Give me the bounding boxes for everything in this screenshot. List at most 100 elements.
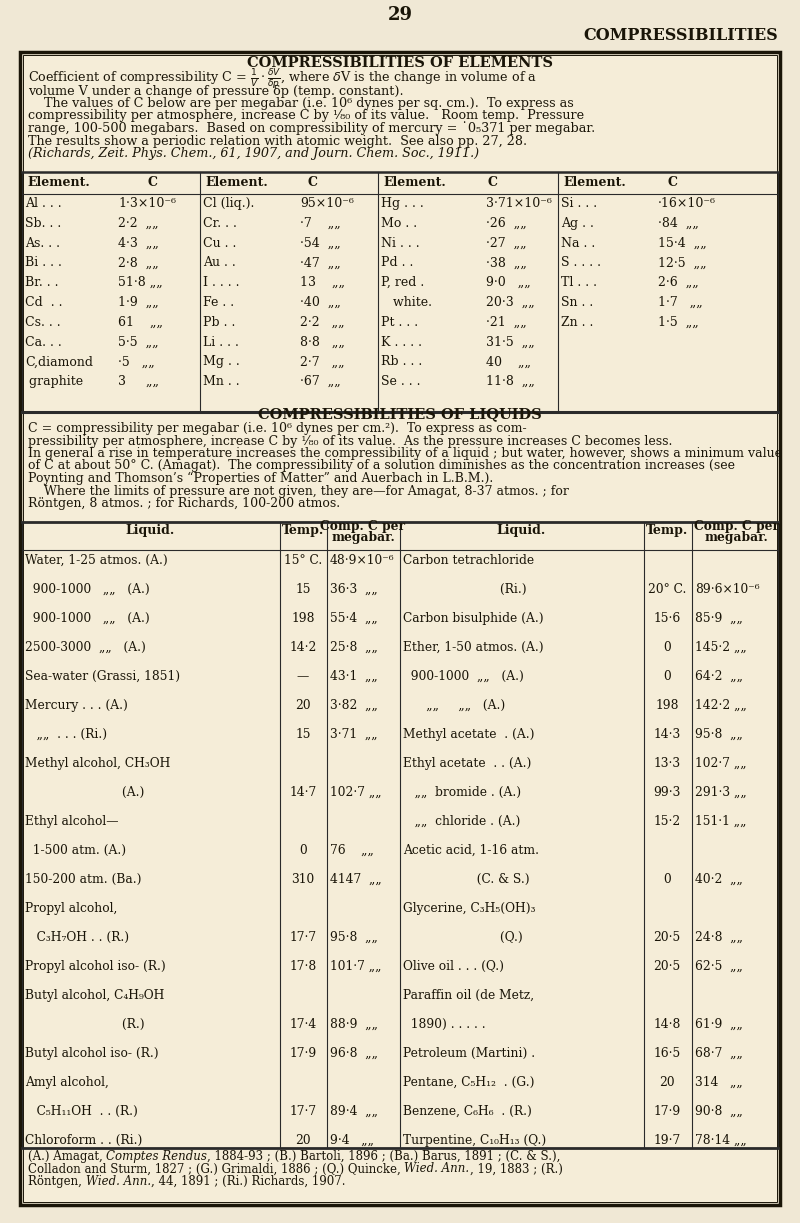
Text: Ethyl acetate  . . (A.): Ethyl acetate . . (A.) (403, 757, 531, 770)
Text: COMPRESSIBILITIES OF ELEMENTS: COMPRESSIBILITIES OF ELEMENTS (247, 56, 553, 70)
Text: ·5   „„: ·5 „„ (118, 356, 154, 368)
Text: The results show a periodic relation with atomic weight.  See also pp. 27, 28.: The results show a periodic relation wit… (28, 135, 527, 148)
Text: 1-500 atm. (A.): 1-500 atm. (A.) (25, 844, 126, 857)
Text: 0: 0 (663, 873, 671, 885)
Text: Hg . . .: Hg . . . (381, 197, 424, 210)
Text: Mo . .: Mo . . (381, 216, 417, 230)
Text: C: C (488, 176, 498, 190)
Text: Propyl alcohol iso- (R.): Propyl alcohol iso- (R.) (25, 960, 166, 974)
Text: 2·8  „„: 2·8 „„ (118, 257, 158, 269)
Text: In general a rise in temperature increases the compressibility of a liquid ; but: In general a rise in temperature increas… (28, 446, 782, 460)
Text: (Richards, Zeit. Phys. Chem., 61, 1907, and Journ. Chem. Soc., 1911.): (Richards, Zeit. Phys. Chem., 61, 1907, … (28, 147, 479, 160)
Text: 9·4   „„: 9·4 „„ (330, 1134, 374, 1147)
Text: Pd . .: Pd . . (381, 257, 414, 269)
Text: Cs. . .: Cs. . . (25, 316, 61, 329)
Text: 2·2  „„: 2·2 „„ (118, 216, 158, 230)
Text: Liquid.: Liquid. (496, 523, 546, 537)
Text: 291·3 „„: 291·3 „„ (695, 786, 746, 799)
Text: 2·2   „„: 2·2 „„ (300, 316, 345, 329)
Text: 5·5  „„: 5·5 „„ (118, 335, 158, 349)
Text: Ca. . .: Ca. . . (25, 335, 62, 349)
Text: 20: 20 (295, 700, 311, 712)
Text: C: C (147, 176, 157, 190)
Text: 4·3  „„: 4·3 „„ (118, 236, 159, 249)
Text: „„  chloride . (A.): „„ chloride . (A.) (403, 815, 520, 828)
Text: Br. . .: Br. . . (25, 276, 58, 289)
Text: 64·2  „„: 64·2 „„ (695, 670, 743, 682)
Text: 14·7: 14·7 (290, 786, 317, 799)
Text: 20: 20 (295, 1134, 311, 1147)
Text: 17·7: 17·7 (290, 1106, 317, 1118)
Text: Cl (liq.).: Cl (liq.). (203, 197, 254, 210)
Text: 95·8  „„: 95·8 „„ (695, 728, 743, 741)
Text: 1·9  „„: 1·9 „„ (118, 296, 158, 309)
Text: 0: 0 (663, 670, 671, 682)
Text: 3·82  „„: 3·82 „„ (330, 700, 378, 712)
Text: Wied. Ann.: Wied. Ann. (86, 1175, 150, 1188)
Text: 29: 29 (387, 6, 413, 24)
Text: Ag . .: Ag . . (561, 216, 594, 230)
Text: 61·9  „„: 61·9 „„ (695, 1018, 743, 1031)
Text: Element.: Element. (383, 176, 446, 190)
Text: Bi . . .: Bi . . . (25, 257, 62, 269)
Text: Ether, 1-50 atmos. (A.): Ether, 1-50 atmos. (A.) (403, 641, 544, 654)
Text: 2500-3000  „„   (A.): 2500-3000 „„ (A.) (25, 641, 146, 654)
Text: , 1884-93 ; (B.) Bartoli, 1896 ; (Ba.) Barus, 1891 ; (C. & S.),: , 1884-93 ; (B.) Bartoli, 1896 ; (Ba.) B… (207, 1150, 561, 1163)
Text: 68·7  „„: 68·7 „„ (695, 1047, 743, 1060)
Text: 8·8   „„: 8·8 „„ (300, 335, 345, 349)
Text: (R.): (R.) (25, 1018, 145, 1031)
Text: COMPRESSIBILITIES OF LIQUIDS: COMPRESSIBILITIES OF LIQUIDS (258, 407, 542, 421)
Text: ·16×10⁻⁶: ·16×10⁻⁶ (658, 197, 716, 210)
Text: COMPRESSIBILITIES: COMPRESSIBILITIES (583, 27, 778, 44)
Text: 15: 15 (295, 728, 310, 741)
Text: 101·7 „„: 101·7 „„ (330, 960, 382, 974)
Text: ·27  „„: ·27 „„ (486, 236, 526, 249)
Text: Temp.: Temp. (646, 523, 688, 537)
Text: Mn . .: Mn . . (203, 375, 240, 388)
Text: 62·5  „„: 62·5 „„ (695, 960, 743, 974)
Text: 40·2  „„: 40·2 „„ (695, 873, 743, 885)
Text: 19·7: 19·7 (654, 1134, 681, 1147)
Text: ·67  „„: ·67 „„ (300, 375, 341, 388)
Text: 0: 0 (299, 844, 307, 857)
Text: (C. & S.): (C. & S.) (403, 873, 530, 885)
Text: 198: 198 (291, 612, 314, 625)
Text: Carbon bisulphide (A.): Carbon bisulphide (A.) (403, 612, 544, 625)
Text: Temp.: Temp. (282, 523, 324, 537)
Text: 17·9: 17·9 (654, 1106, 681, 1118)
Text: Comp. C per: Comp. C per (321, 520, 406, 533)
Text: 198: 198 (655, 700, 678, 712)
Text: 89·4  „„: 89·4 „„ (330, 1106, 378, 1118)
Text: Turpentine, C₁₀H₁₃ (Q.): Turpentine, C₁₀H₁₃ (Q.) (403, 1134, 546, 1147)
Text: Se . . .: Se . . . (381, 375, 421, 388)
Text: Ni . . .: Ni . . . (381, 236, 420, 249)
Text: Tl . . .: Tl . . . (561, 276, 597, 289)
Text: Au . .: Au . . (203, 257, 236, 269)
Text: Fe . .: Fe . . (203, 296, 234, 309)
Text: white.: white. (381, 296, 432, 309)
Text: C = compressibility per megabar (i.e. 10⁶ dynes per cm.²).  To express as com-: C = compressibility per megabar (i.e. 10… (28, 422, 526, 435)
Text: 99·3: 99·3 (654, 786, 681, 799)
Text: „„  . . . (Ri.): „„ . . . (Ri.) (25, 728, 107, 741)
Text: „„  bromide . (A.): „„ bromide . (A.) (403, 786, 521, 799)
Text: —: — (297, 670, 309, 682)
Text: (Ri.): (Ri.) (403, 583, 526, 596)
Text: Na . .: Na . . (561, 236, 595, 249)
Text: C: C (668, 176, 678, 190)
Text: 2·7   „„: 2·7 „„ (300, 356, 345, 368)
Text: range, 100-500 megabars.  Based on compressibility of mercury = ˙0₅371 per megab: range, 100-500 megabars. Based on compre… (28, 121, 595, 135)
Text: Where the limits of pressure are not given, they are—for Amagat, 8-37 atmos. ; f: Where the limits of pressure are not giv… (28, 484, 569, 498)
Text: Liquid.: Liquid. (126, 523, 174, 537)
Text: 95·8  „„: 95·8 „„ (330, 931, 378, 944)
Text: 14·2: 14·2 (290, 641, 317, 654)
Text: Methyl acetate  . (A.): Methyl acetate . (A.) (403, 728, 534, 741)
Text: , 44, 1891 ; (Ri.) Richards, 1907.: , 44, 1891 ; (Ri.) Richards, 1907. (150, 1175, 346, 1188)
Text: 25·8  „„: 25·8 „„ (330, 641, 378, 654)
Text: Element.: Element. (563, 176, 626, 190)
Text: Rb . . .: Rb . . . (381, 356, 422, 368)
Text: Sea-water (Grassi, 1851): Sea-water (Grassi, 1851) (25, 670, 180, 682)
Text: Cd  . .: Cd . . (25, 296, 62, 309)
Text: 1890) . . . . .: 1890) . . . . . (403, 1018, 486, 1031)
Text: 2·6  „„: 2·6 „„ (658, 276, 698, 289)
Text: Olive oil . . . (Q.): Olive oil . . . (Q.) (403, 960, 504, 974)
